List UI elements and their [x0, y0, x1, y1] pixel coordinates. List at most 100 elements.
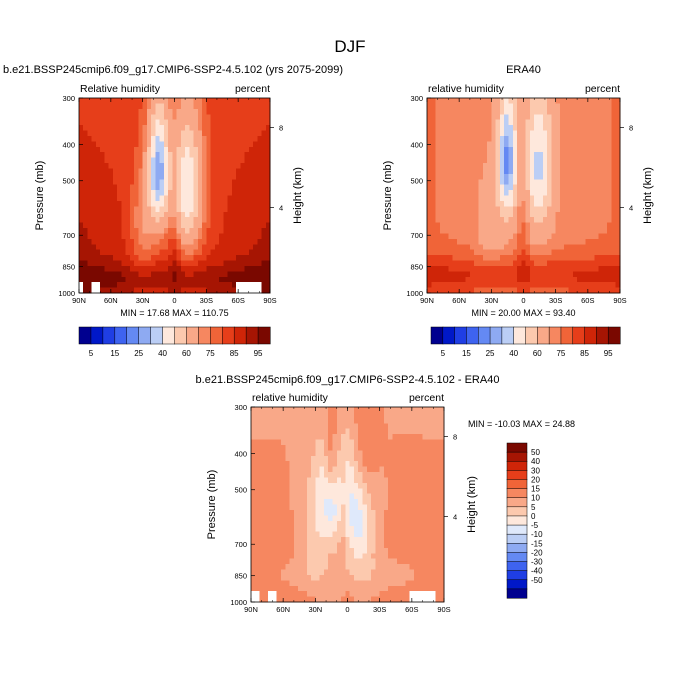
- contour-cell: [465, 276, 471, 283]
- contour-cell: [508, 217, 514, 224]
- contour-cell: [559, 146, 565, 153]
- contour-cell: [311, 472, 316, 479]
- contour-cell: [409, 477, 415, 484]
- contour-cell: [151, 146, 156, 153]
- contour-cell: [577, 152, 582, 159]
- contour-cell: [202, 108, 207, 115]
- contour-cell: [491, 157, 497, 164]
- contour-cell: [607, 130, 613, 137]
- contour-cell: [559, 184, 565, 191]
- contour-cell: [104, 217, 110, 224]
- page-title: DJF: [334, 37, 365, 56]
- contour-cell: [206, 130, 212, 137]
- contour-cell: [401, 428, 406, 435]
- contour-cell: [255, 509, 261, 516]
- contour-cell: [159, 206, 165, 213]
- contour-cell: [379, 558, 385, 565]
- contour-cell: [142, 114, 148, 121]
- contour-cell: [129, 152, 135, 159]
- contour-cell: [319, 461, 325, 468]
- contour-cell: [311, 596, 316, 603]
- contour-cell: [168, 190, 173, 197]
- contour-cell: [206, 233, 212, 240]
- contour-cell: [285, 466, 291, 473]
- contour-cell: [231, 265, 237, 272]
- contour-cell: [504, 255, 510, 262]
- contour-cell: [572, 130, 578, 137]
- contour-cell: [487, 157, 492, 164]
- contour-cell: [577, 271, 582, 278]
- contour-cell: [302, 537, 308, 544]
- contour-cell: [538, 233, 544, 240]
- contour-cell: [615, 228, 621, 235]
- contour-cell: [248, 190, 254, 197]
- contour-cell: [538, 238, 544, 245]
- contour-cell: [615, 265, 621, 272]
- contour-cell: [375, 499, 381, 506]
- contour-cell: [598, 168, 604, 175]
- contour-cell: [108, 255, 114, 262]
- contour-cell: [236, 217, 241, 224]
- contour-cell: [263, 547, 269, 554]
- contour-cell: [585, 200, 591, 207]
- contour-cell: [83, 211, 89, 218]
- contour-cell: [358, 472, 364, 479]
- contour-cell: [261, 244, 267, 251]
- contour-cell: [112, 276, 118, 283]
- contour-cell: [345, 434, 351, 441]
- contour-cell: [185, 163, 190, 170]
- contour-cell: [332, 547, 338, 554]
- contour-cell: [615, 260, 621, 267]
- contour-cell: [495, 168, 501, 175]
- contour-cell: [572, 168, 578, 175]
- contour-cell: [151, 103, 156, 110]
- contour-cell: [87, 222, 93, 229]
- contour-cell: [319, 504, 325, 511]
- contour-cell: [306, 461, 312, 468]
- contour-cell: [95, 114, 101, 121]
- contour-cell: [185, 255, 190, 262]
- contour-cell: [319, 574, 325, 581]
- contour-cell: [594, 141, 600, 148]
- contour-cell: [112, 255, 118, 262]
- contour-cell: [457, 125, 462, 132]
- contour-cell: [508, 168, 514, 175]
- contour-cell: [457, 265, 462, 272]
- contour-cell: [375, 520, 381, 527]
- contour-cell: [457, 130, 462, 137]
- contour-cell: [285, 504, 291, 511]
- contour-cell: [332, 472, 338, 479]
- contour-cell: [594, 157, 600, 164]
- contour-cell: [142, 287, 148, 294]
- contour-cell: [180, 249, 186, 256]
- contour-cell: [281, 434, 286, 441]
- contour-cell: [244, 195, 250, 202]
- contour-cell: [572, 276, 578, 283]
- contour-cell: [206, 157, 212, 164]
- contour-cell: [452, 108, 458, 115]
- contour-cell: [607, 217, 613, 224]
- contour-cell: [285, 574, 291, 581]
- contour-cell: [214, 271, 220, 278]
- contour-cell: [319, 455, 325, 462]
- contour-cell: [138, 255, 144, 262]
- contour-cell: [366, 466, 372, 473]
- contour-cell: [289, 434, 295, 441]
- contour-cell: [202, 173, 207, 180]
- contour-cell: [401, 461, 406, 468]
- contour-cell: [311, 423, 316, 430]
- contour-cell: [611, 222, 617, 229]
- contour-cell: [155, 249, 161, 256]
- contour-cell: [551, 238, 557, 245]
- contour-cell: [581, 152, 587, 159]
- contour-cell: [504, 179, 510, 186]
- contour-cell: [125, 260, 131, 267]
- contour-cell: [112, 244, 118, 251]
- contour-cell: [311, 591, 316, 598]
- contour-cell: [551, 152, 557, 159]
- contour-cell: [251, 569, 256, 576]
- contour-cell: [418, 407, 424, 414]
- contour-cell: [564, 222, 570, 229]
- contour-cell: [185, 206, 190, 213]
- contour-cell: [547, 114, 552, 121]
